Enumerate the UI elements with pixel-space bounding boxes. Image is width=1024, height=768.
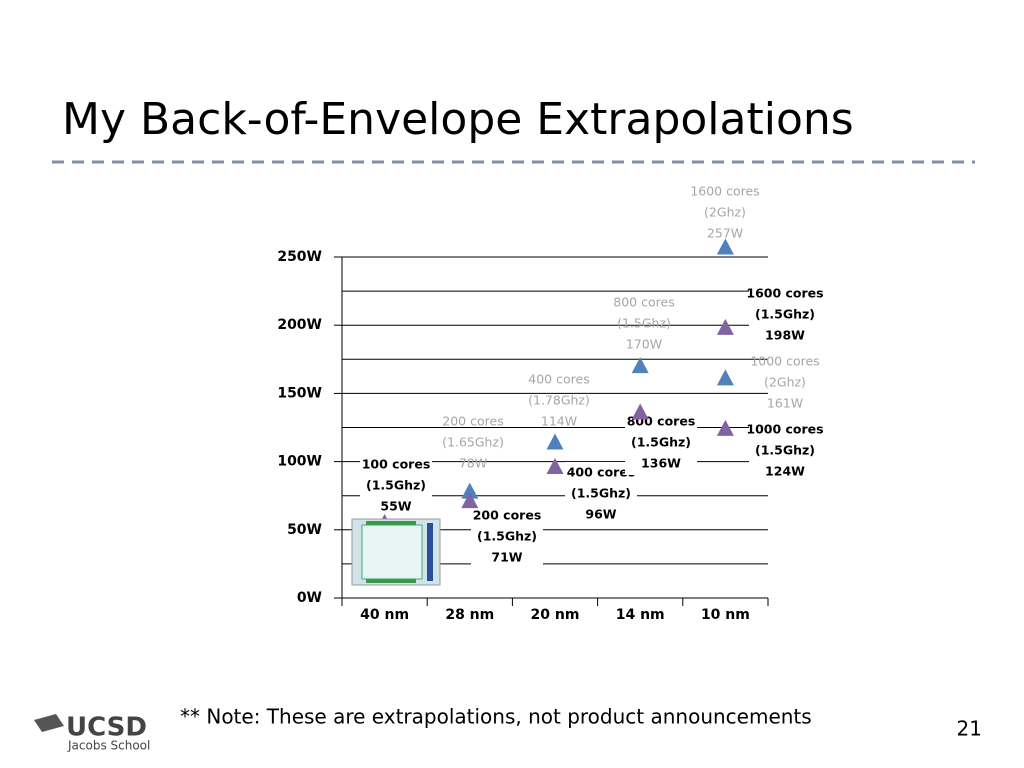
- y-tick-label: 150W: [277, 385, 322, 401]
- logo-text: UCSD: [66, 713, 147, 743]
- triangle-marker: [631, 403, 649, 420]
- value-label: 170W: [626, 337, 662, 352]
- logo-subtext: Jacobs School: [67, 739, 150, 753]
- triangle-marker: [546, 458, 564, 475]
- value-label: (1.65Ghz): [442, 435, 504, 450]
- value-label: (1.78Ghz): [528, 393, 590, 408]
- x-tick-label: 20 nm: [531, 607, 580, 623]
- value-label: 78W: [459, 456, 487, 471]
- slide-title: My Back-of-Envelope Extrapolations: [62, 94, 854, 145]
- value-label: (1.5Ghz): [366, 478, 426, 493]
- value-label: 200 cores: [473, 508, 542, 523]
- triangle-marker: [716, 369, 734, 386]
- chip-image: [351, 518, 441, 586]
- chip-core: [361, 524, 423, 580]
- label-background: [471, 505, 543, 569]
- triangle-marker: [716, 238, 734, 255]
- value-label: 100 cores: [362, 457, 431, 472]
- chip-edge: [366, 579, 416, 583]
- value-label: 96W: [585, 507, 616, 522]
- label-background: [749, 283, 821, 347]
- value-label: 71W: [491, 550, 522, 565]
- value-label: 400 cores: [567, 465, 636, 480]
- value-label: 200 cores: [442, 414, 503, 429]
- plot: 0W 50W 100W 150W 200W 250W 40 nm 28 nm 20 nm 14 n…: [277, 184, 823, 624]
- value-label: (2Ghz): [704, 205, 746, 220]
- y-tick-label: 0W: [297, 590, 322, 606]
- x-tick-label: 10 nm: [701, 607, 750, 623]
- triangle-marker: [461, 482, 479, 499]
- value-labels: 200 cores (1.65Ghz) 78W 400 cores (1.78Ghz) 1…: [360, 184, 824, 569]
- chip-edge: [366, 521, 416, 525]
- value-label: 800 cores: [613, 295, 674, 310]
- logo: UCSD Jacobs School: [34, 713, 150, 753]
- value-label: 198W: [765, 328, 805, 343]
- value-label: (1.5Ghz): [477, 529, 537, 544]
- chip-bus: [427, 523, 433, 581]
- logo-mark: [34, 714, 64, 732]
- y-tick-label: 200W: [277, 317, 322, 333]
- label-background: [749, 419, 821, 483]
- value-label: 257W: [707, 226, 743, 241]
- value-label: 161W: [767, 396, 803, 411]
- value-label: 1000 cores: [750, 354, 819, 369]
- value-label: 124W: [765, 464, 805, 479]
- y-tick-label: 100W: [277, 454, 322, 470]
- y-tick-label: 250W: [277, 249, 322, 265]
- value-label: 114W: [541, 414, 577, 429]
- value-label: (2Ghz): [764, 375, 806, 390]
- triangle-marker: [716, 318, 734, 335]
- y-tick-label: 50W: [287, 522, 322, 538]
- x-tick-label: 14 nm: [616, 607, 665, 623]
- value-label: 1600 cores: [746, 286, 823, 301]
- value-label: 400 cores: [528, 372, 589, 387]
- triangle-marker: [461, 492, 479, 509]
- value-label: (1.5Ghz): [755, 443, 815, 458]
- value-label: (1.5Ghz): [631, 435, 691, 450]
- value-label: 1000 cores: [746, 422, 823, 437]
- value-label: (1.5Ghz): [755, 307, 815, 322]
- triangle-marker: [546, 433, 564, 450]
- triangle-marker: [631, 357, 649, 374]
- value-label: 1600 cores: [690, 184, 759, 199]
- value-label: (1.5Ghz): [617, 316, 671, 331]
- value-label: 55W: [380, 499, 411, 514]
- x-tick-label: 28 nm: [445, 607, 494, 623]
- page-number: 21: [957, 717, 982, 741]
- footnote: ** Note: These are extrapolations, not p…: [180, 705, 812, 729]
- x-tick-label: 40 nm: [360, 607, 409, 623]
- triangle-marker: [716, 419, 734, 436]
- value-label: (1.5Ghz): [571, 486, 631, 501]
- value-label: 136W: [641, 456, 681, 471]
- label-background: [360, 454, 432, 518]
- label-background: [625, 411, 697, 475]
